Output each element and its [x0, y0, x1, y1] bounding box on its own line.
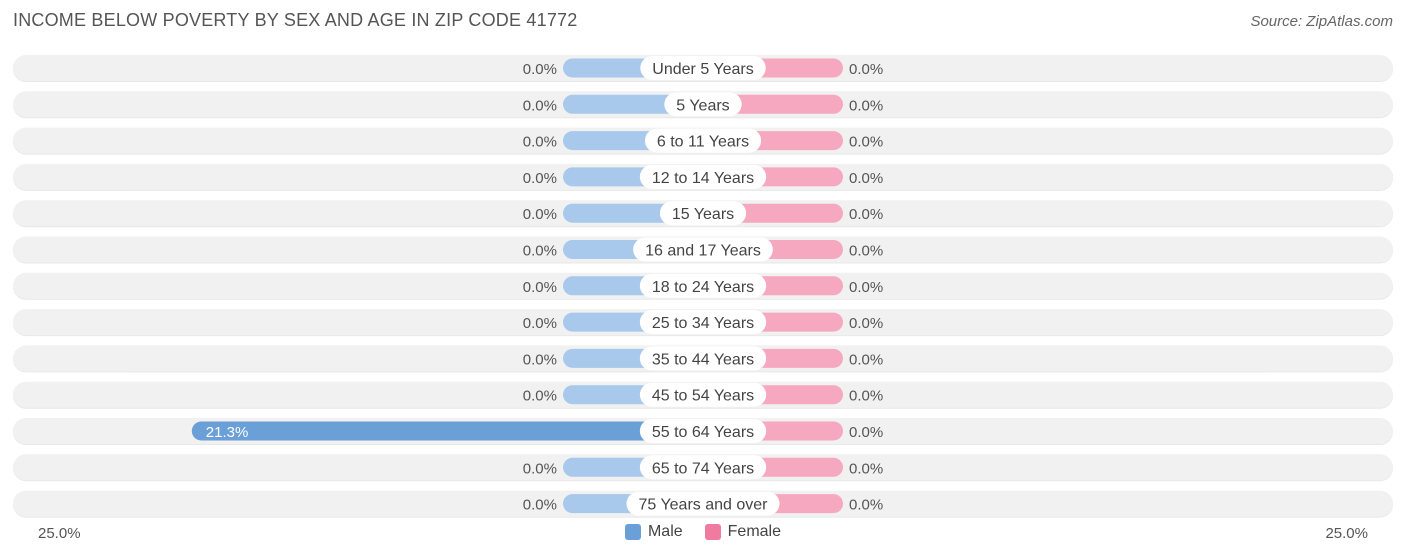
legend-male: Male — [624, 523, 683, 541]
category-label: 75 Years and over — [639, 497, 769, 514]
male-value-label: 0.0% — [523, 497, 557, 514]
category-label: 65 to 74 Years — [652, 460, 754, 477]
category-label: 5 Years — [676, 97, 729, 114]
female-value-label: 0.0% — [849, 388, 883, 405]
category-label-pill — [639, 164, 767, 189]
male-value-label: 0.0% — [523, 460, 557, 477]
category-label-pill — [639, 273, 767, 298]
category-label-pill — [664, 92, 742, 117]
male-value-label: 0.0% — [523, 134, 557, 151]
axis-right-label: 25.0% — [1325, 525, 1368, 542]
male-value-label: 0.0% — [523, 170, 557, 187]
category-label-pill — [626, 491, 780, 516]
legend-female: Female — [704, 523, 782, 541]
category-label: 6 to 11 Years — [657, 134, 749, 151]
category-label-pill — [644, 128, 762, 153]
category-label-pill — [639, 310, 767, 335]
category-label: 35 to 44 Years — [652, 351, 754, 368]
male-bar — [191, 421, 704, 441]
legend: Male Female — [0, 523, 1406, 541]
female-value-label: 0.0% — [849, 497, 883, 514]
male-value-label: 0.0% — [523, 388, 557, 405]
legend-male-swatch — [624, 524, 641, 540]
female-value-label: 0.0% — [849, 206, 883, 223]
category-label: 25 to 34 Years — [652, 315, 754, 332]
male-value-label: 0.0% — [523, 61, 557, 78]
category-label: 15 Years — [672, 206, 734, 223]
male-value-label: 21.3% — [206, 424, 249, 441]
category-label-pill — [639, 382, 767, 407]
female-value-label: 0.0% — [849, 97, 883, 114]
legend-female-label: Female — [727, 523, 782, 540]
female-value-label: 0.0% — [849, 134, 883, 151]
category-label: 16 and 17 Years — [645, 243, 761, 260]
source-note: Source: ZipAtlas.com — [1250, 13, 1393, 30]
female-value-label: 0.0% — [849, 460, 883, 477]
female-value-label: 0.0% — [849, 61, 883, 78]
female-value-label: 0.0% — [849, 351, 883, 368]
female-value-label: 0.0% — [849, 170, 883, 187]
category-label-pill — [659, 201, 747, 226]
category-label-pill — [639, 419, 767, 443]
legend-female-swatch — [704, 524, 721, 540]
female-value-label: 0.0% — [849, 243, 883, 260]
category-label-pill — [639, 455, 767, 480]
category-label-pill — [639, 346, 767, 371]
female-value-label: 0.0% — [849, 279, 883, 296]
legend-male-label: Male — [647, 523, 683, 540]
category-label: 18 to 24 Years — [652, 279, 754, 296]
female-value-label: 0.0% — [849, 315, 883, 332]
chart-area: Under 5 Years 0.0% 0.0% 5 Years 0.0% 0.0% 6 to… — [13, 55, 1393, 518]
male-value-label: 0.0% — [523, 243, 557, 260]
male-value-label: 0.0% — [523, 351, 557, 368]
male-value-label: 0.0% — [523, 97, 557, 114]
category-label: 55 to 64 Years — [652, 424, 754, 441]
category-label: Under 5 Years — [652, 61, 753, 78]
category-label-pill — [633, 237, 773, 262]
axis-left-label: 25.0% — [38, 525, 81, 542]
category-label-pill — [640, 56, 766, 80]
male-value-label: 0.0% — [523, 279, 557, 296]
male-value-label: 0.0% — [523, 206, 557, 223]
category-label: 45 to 54 Years — [652, 388, 754, 405]
chart-title: INCOME BELOW POVERTY BY SEX AND AGE IN Z… — [13, 10, 578, 30]
category-label: 12 to 14 Years — [652, 170, 754, 187]
male-value-label: 0.0% — [523, 315, 557, 332]
female-value-label: 0.0% — [849, 424, 883, 441]
